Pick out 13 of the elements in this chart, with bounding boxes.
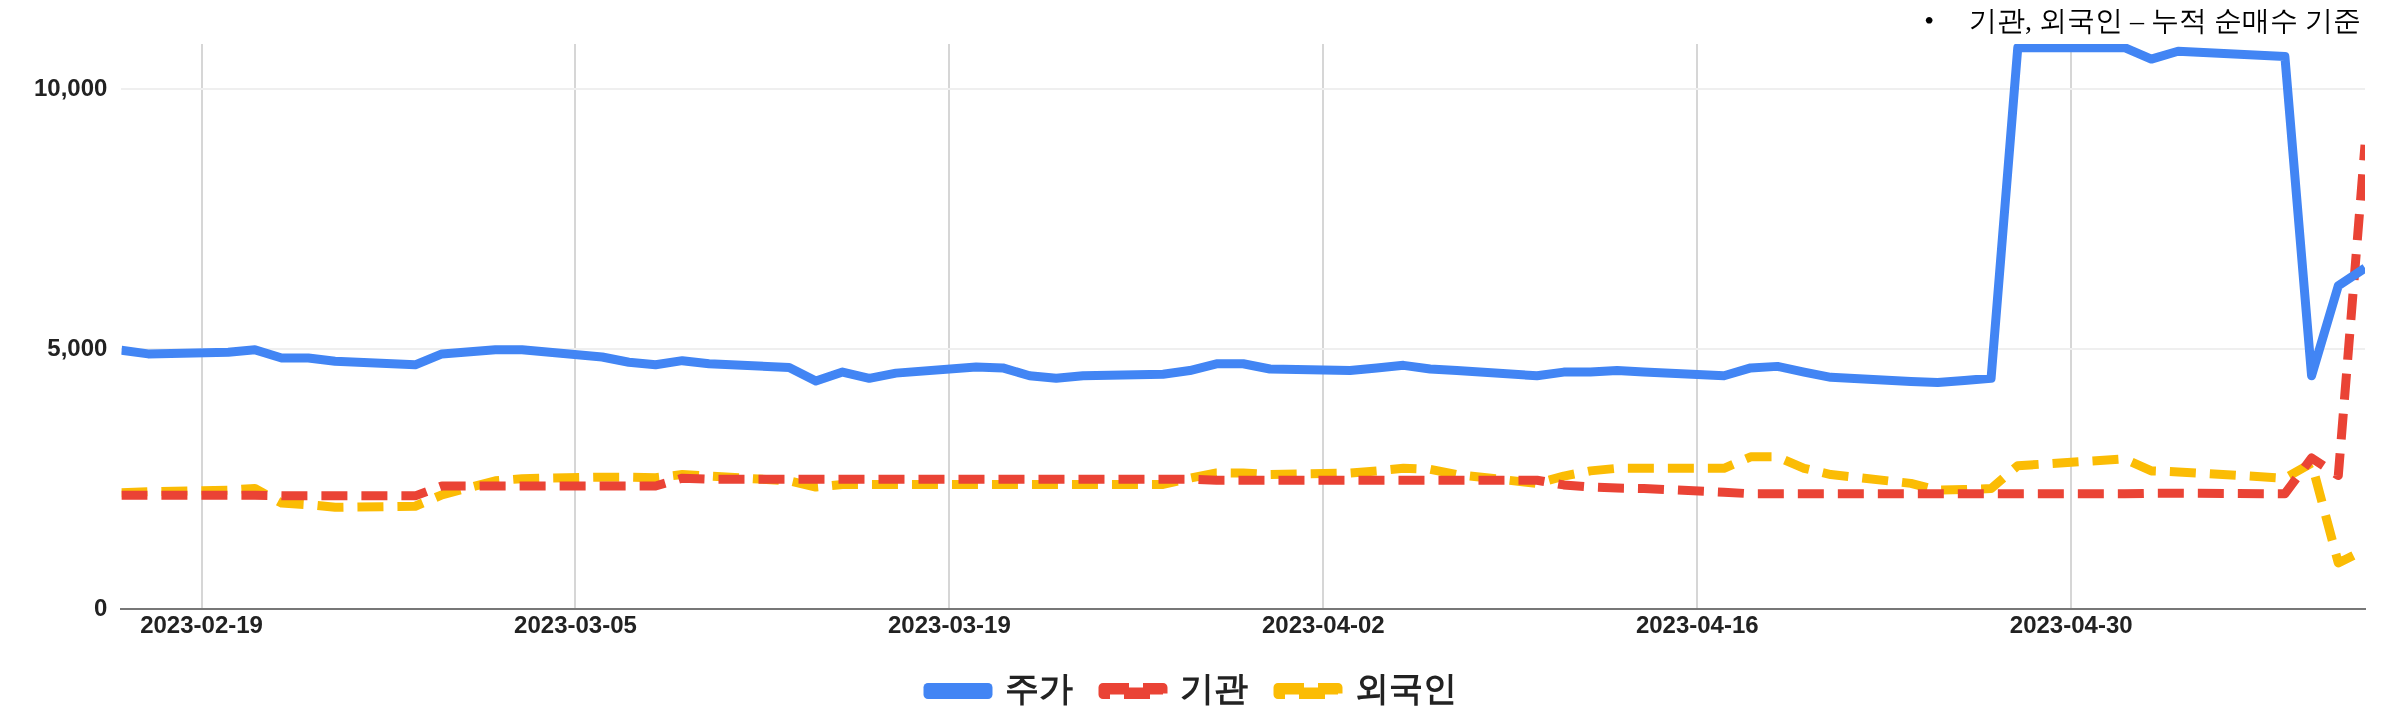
legend-label: 외국인 bbox=[1355, 667, 1457, 708]
x-tick-label: 2023-04-16 bbox=[1635, 611, 1759, 639]
x-tick-label: 2023-03-19 bbox=[888, 611, 1011, 639]
x-tick-label: 2023-02-19 bbox=[140, 611, 263, 639]
x-tick-label: 2023-04-30 bbox=[2009, 611, 2133, 639]
y-tick-label: 10,000 bbox=[34, 73, 108, 101]
legend-label: 기관 bbox=[1180, 667, 1248, 708]
text: • 기관, 외국인 – 누적 순매수 기준 bbox=[1924, 4, 2361, 38]
y-tick-label: 5,000 bbox=[47, 333, 108, 361]
legend-label: 주가 bbox=[1005, 667, 1073, 708]
y-tick-label: 0 bbox=[94, 593, 108, 621]
x-tick-label: 2023-03-05 bbox=[514, 611, 637, 639]
x-tick-label: 2023-04-02 bbox=[1261, 611, 1385, 639]
